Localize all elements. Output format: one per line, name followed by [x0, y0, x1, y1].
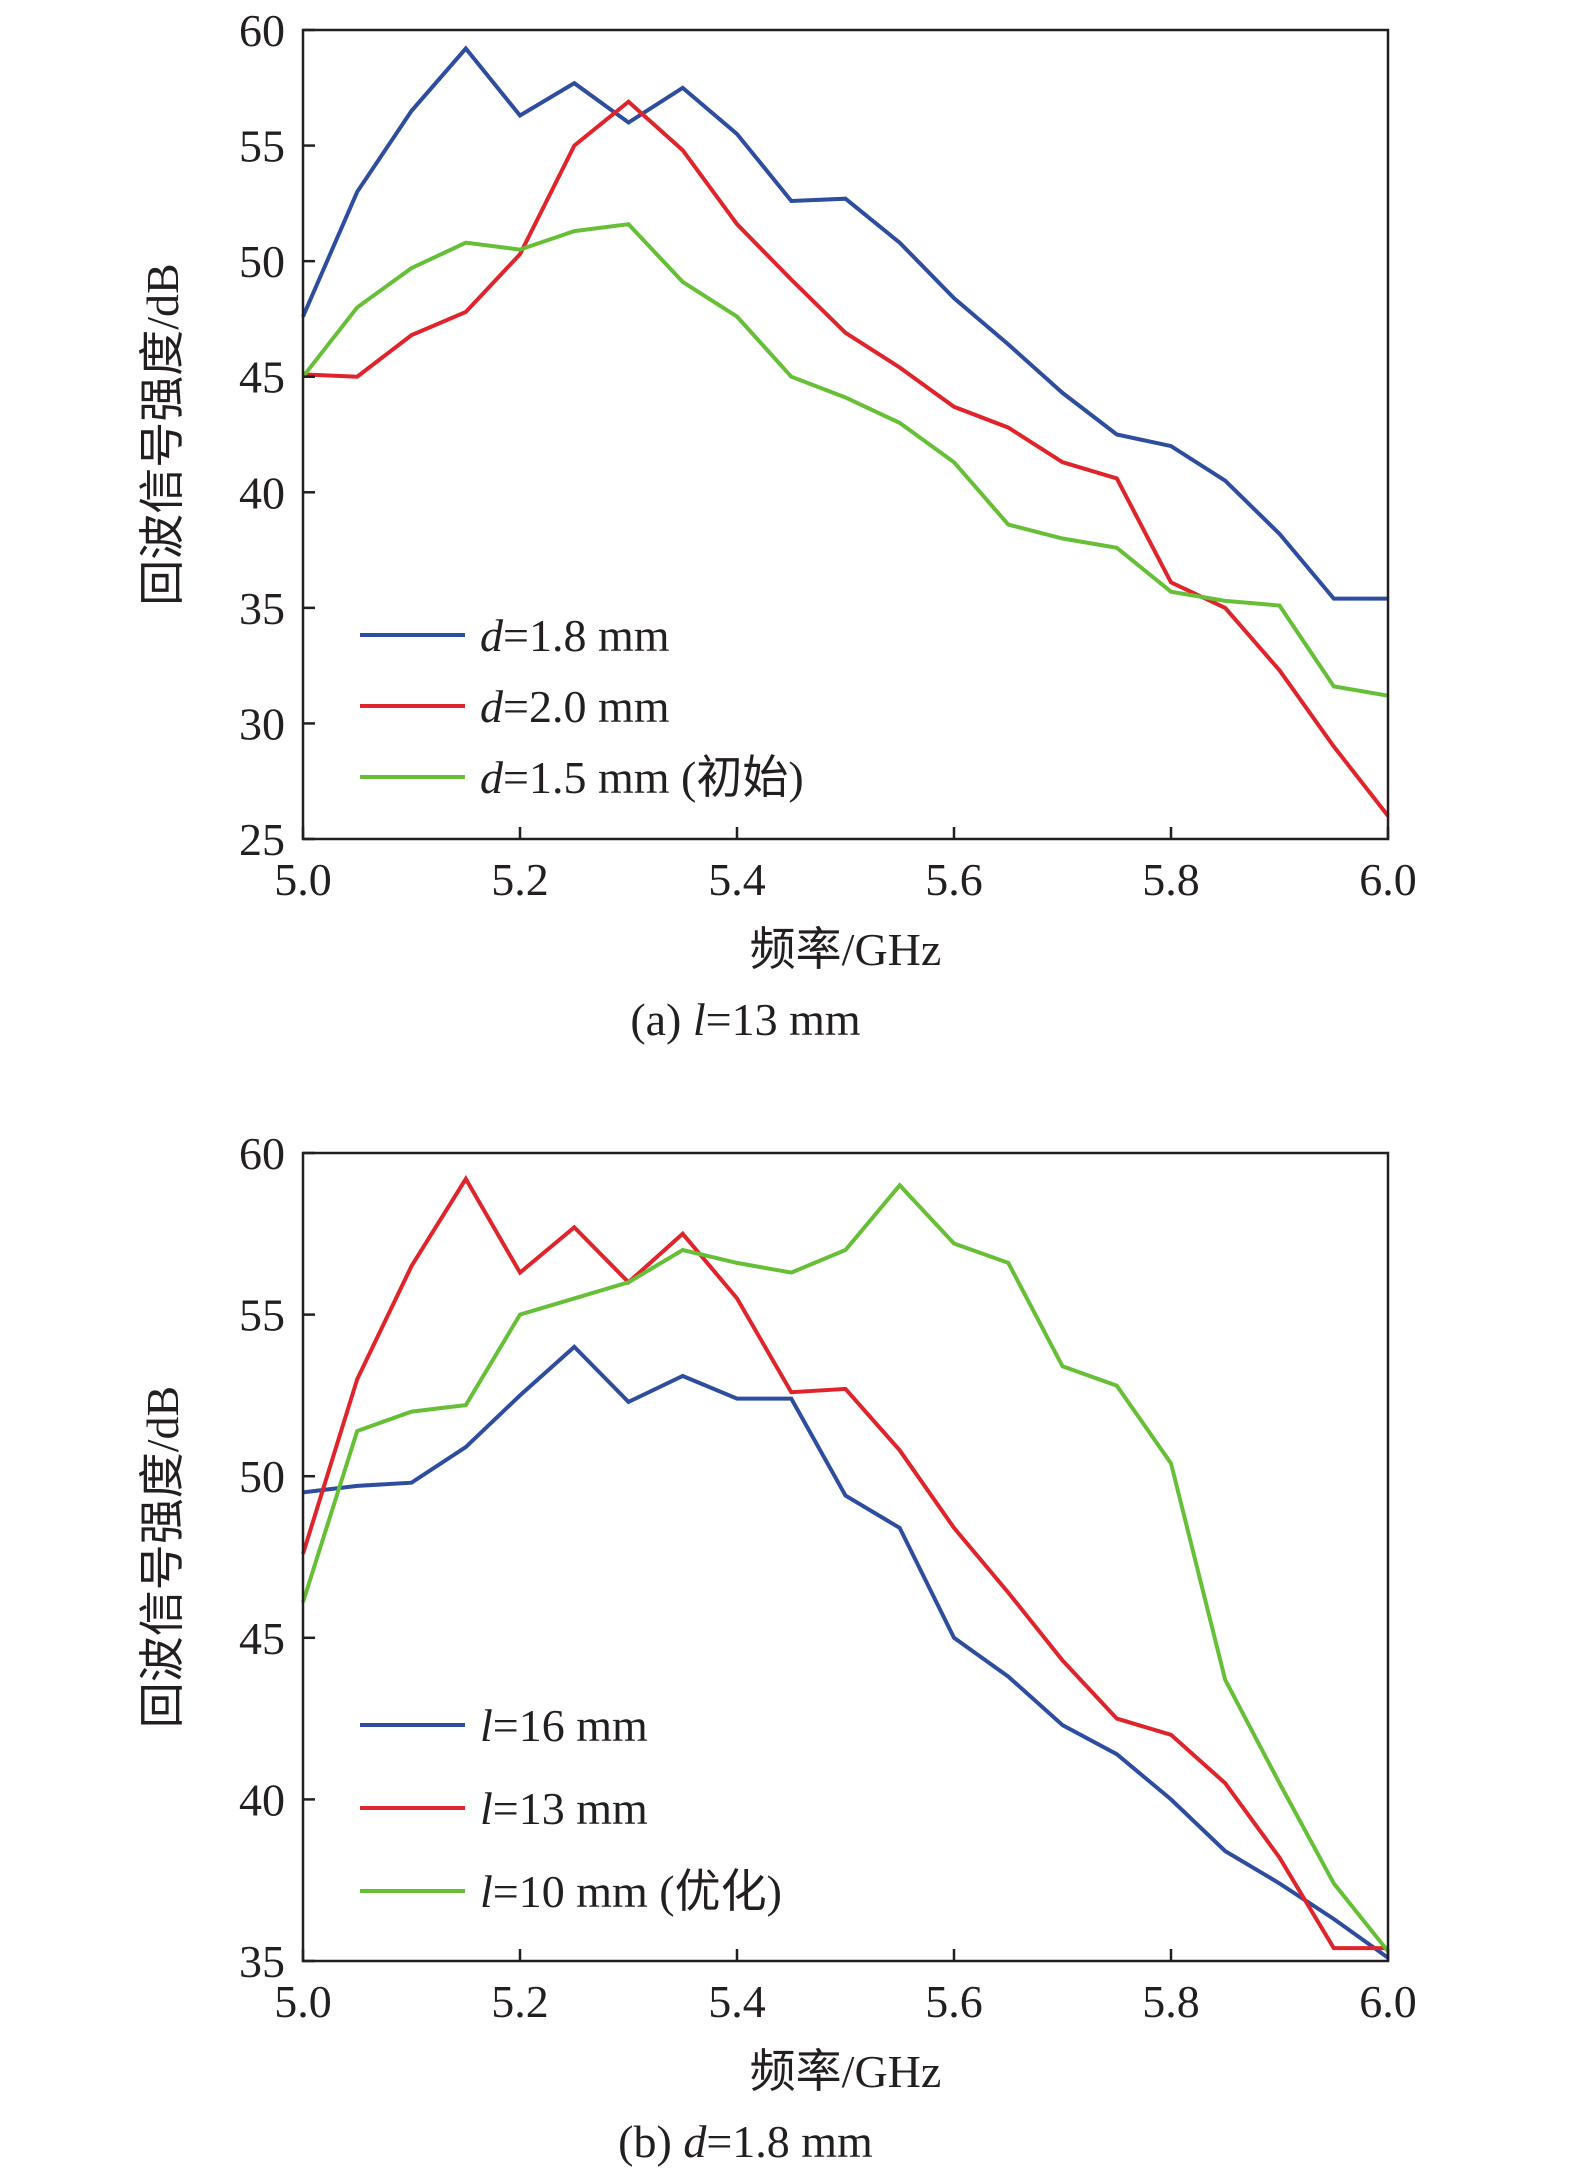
x-tick-label: 6.0 — [1359, 854, 1417, 905]
y-tick-label: 50 — [239, 1451, 285, 1502]
x-tick-label: 6.0 — [1359, 1976, 1417, 2027]
x-tick-label: 5.0 — [274, 1976, 332, 2027]
series-line-2 — [301, 1175, 1388, 1951]
chart-panel-b: 5.0 5.2 5.4 5.6 5.8 6.0 35 40 45 50 55 60 频率/GHz 回波信号… — [137, 1128, 1417, 2167]
legend-label-1: l=16 mm — [480, 1700, 648, 1751]
legend-label-2: d=2.0 mm — [480, 681, 670, 732]
x-tick-label: 5.4 — [708, 854, 766, 905]
x-tick-label: 5.0 — [274, 854, 332, 905]
y-tick-label: 45 — [239, 352, 285, 403]
y-axis-label: 回波信号强度/dB — [137, 263, 188, 605]
y-tick-label: 55 — [239, 121, 285, 172]
chart-caption: (b) d=1.8 mm — [618, 2116, 873, 2167]
y-tick-label: 35 — [239, 583, 285, 634]
y-tick-label: 50 — [239, 236, 285, 287]
y-tick-label: 35 — [239, 1936, 285, 1987]
x-tick-label: 5.2 — [491, 1976, 549, 2027]
x-tick-label: 5.2 — [491, 854, 549, 905]
x-tick-label: 5.6 — [925, 854, 983, 905]
series-line-1 — [301, 45, 1388, 601]
legend-label-2: l=13 mm — [480, 1783, 648, 1834]
legend-label-3: l=10 mm (优化) — [480, 1866, 782, 1917]
legend-label-1: d=1.8 mm — [480, 610, 670, 661]
y-tick-label: 60 — [239, 5, 285, 56]
plot-frame — [301, 28, 1390, 841]
series-line-3 — [301, 1182, 1390, 1953]
x-tick-label: 5.6 — [925, 1976, 983, 2027]
y-tick-label: 60 — [239, 1128, 285, 1179]
y-axis-label: 回波信号强度/dB — [137, 1386, 188, 1728]
y-tick-label: 55 — [239, 1290, 285, 1341]
x-tick-label: 5.8 — [1142, 854, 1200, 905]
y-tick-label: 40 — [239, 467, 285, 518]
x-tick-label: 5.4 — [708, 1976, 766, 2027]
y-tick-label: 45 — [239, 1613, 285, 1664]
y-tick-label: 40 — [239, 1774, 285, 1825]
x-tick-label: 5.8 — [1142, 1976, 1200, 2027]
legend-label-3: d=1.5 mm (初始) — [480, 752, 804, 803]
y-tick-label: 30 — [239, 698, 285, 749]
series-line-2 — [302, 99, 1390, 818]
y-tick-label: 25 — [239, 814, 285, 865]
series-line-1 — [302, 1344, 1390, 1960]
chart-panel-a: 5.0 5.2 5.4 5.6 5.8 6.0 25 30 35 40 45 50 55 60 频率/GHz… — [137, 5, 1417, 1045]
x-axis-label: 频率/GHz — [750, 924, 942, 975]
chart-caption: (a) l=13 mm — [630, 994, 861, 1045]
series-line-3 — [301, 222, 1389, 698]
x-axis-label: 频率/GHz — [750, 2046, 942, 2097]
plot-frame — [301, 1151, 1390, 1963]
